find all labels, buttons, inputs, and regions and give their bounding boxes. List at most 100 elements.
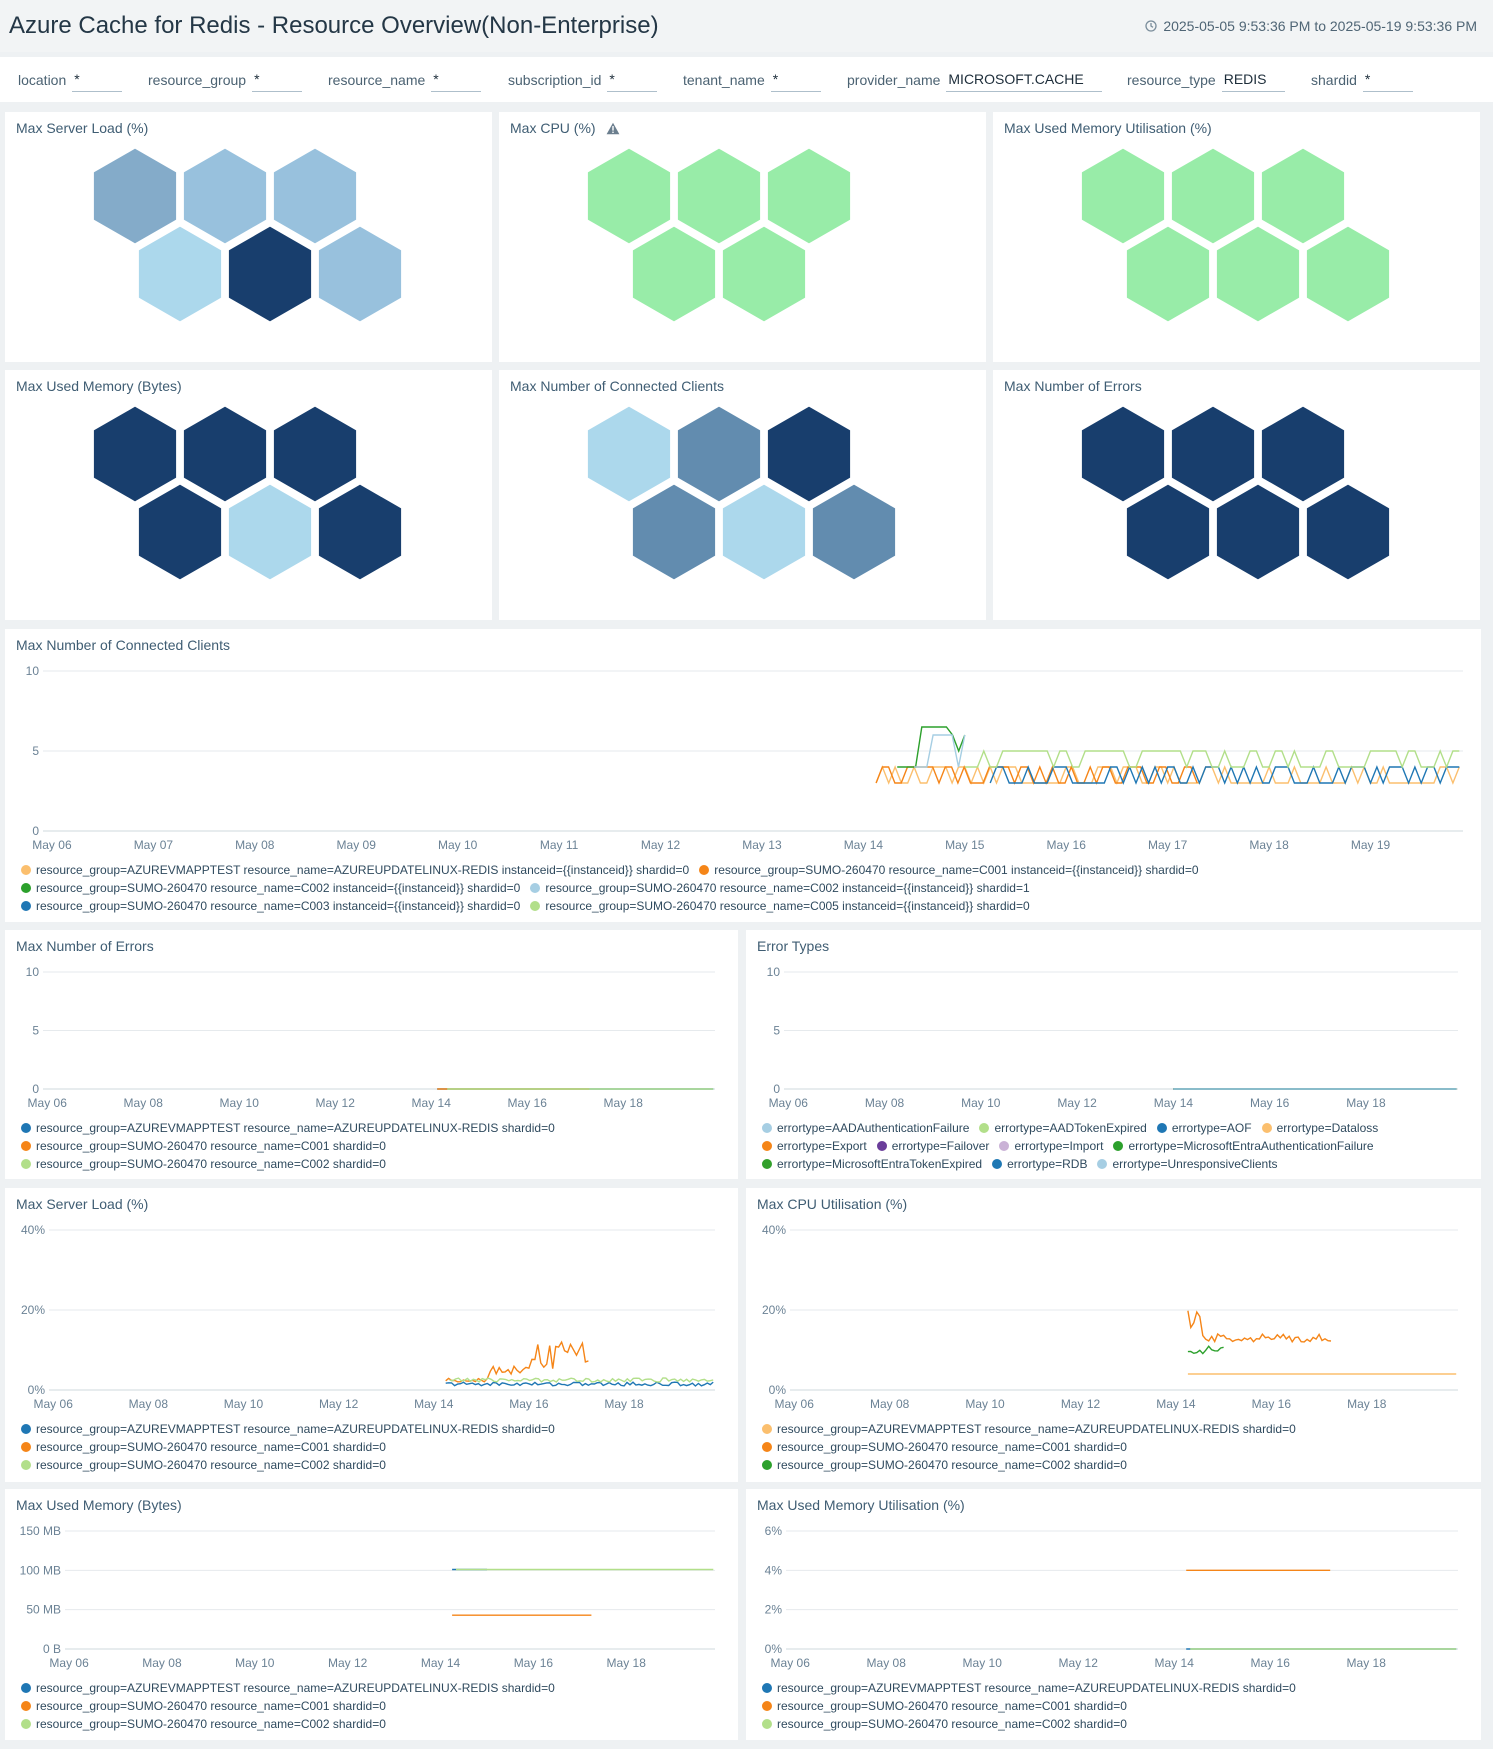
filter-resource-group[interactable]: resource_group *: [148, 57, 303, 102]
legend-item[interactable]: resource_group=SUMO-260470 resource_name…: [21, 1456, 386, 1474]
honeycomb-cell[interactable]: [719, 481, 809, 583]
filter-value-input[interactable]: *: [72, 68, 123, 92]
legend-item[interactable]: resource_group=AZUREVMAPPTEST resource_n…: [762, 1679, 1296, 1697]
honeycomb-cell[interactable]: [135, 223, 225, 325]
series-line-resource-group-sumo-260470-resource-name-c001-instanceid-instanceid-shardid-0[interactable]: [875, 765, 1198, 785]
legend-item[interactable]: resource_group=SUMO-260470 resource_name…: [21, 1137, 386, 1155]
series-line-resource-group-sumo-260470-resource-name-c002-shardid-0[interactable]: [449, 1377, 714, 1383]
legend-item[interactable]: resource_group=AZUREVMAPPTEST resource_n…: [21, 861, 689, 879]
honeycomb-cell[interactable]: [629, 223, 719, 325]
honeycomb-cell[interactable]: [315, 223, 405, 325]
series-line-resource-group-sumo-260470-resource-name-c003-instanceid-instanceid-shardid-0[interactable]: [989, 765, 1460, 785]
legend-item[interactable]: resource_group=SUMO-260470 resource_name…: [762, 1697, 1127, 1715]
honeycomb-cell[interactable]: [135, 481, 225, 583]
legend-item[interactable]: resource_group=AZUREVMAPPTEST resource_n…: [21, 1420, 555, 1438]
legend-item[interactable]: errortype=MicrosoftEntraTokenExpired: [762, 1155, 982, 1173]
legend-label: errortype=UnresponsiveClients: [1112, 1157, 1278, 1171]
honeycomb-cell[interactable]: [1213, 223, 1303, 325]
legend-label: errortype=AADAuthenticationFailure: [777, 1121, 970, 1135]
legend-item[interactable]: errortype=MicrosoftEntraAuthenticationFa…: [1113, 1137, 1374, 1155]
series-line-resource-group-sumo-260470-resource-name-c002-shardid-0[interactable]: [1187, 1345, 1224, 1355]
filter-location[interactable]: location *: [18, 57, 123, 102]
honeycomb-cell[interactable]: [1078, 403, 1168, 505]
legend-item[interactable]: resource_group=AZUREVMAPPTEST resource_n…: [21, 1679, 555, 1697]
legend-item[interactable]: resource_group=AZUREVMAPPTEST resource_n…: [762, 1420, 1296, 1438]
filter-subscription-id[interactable]: subscription_id *: [508, 57, 658, 102]
honeycomb-cell[interactable]: [180, 145, 270, 247]
honeycomb-cell[interactable]: [1168, 145, 1258, 247]
series-line-resource-group-sumo-260470-resource-name-c001-shardid-0[interactable]: [1187, 1310, 1332, 1344]
honeycomb-cell[interactable]: [719, 223, 809, 325]
honeycomb-cell[interactable]: [1303, 481, 1393, 583]
legend-item[interactable]: errortype=Dataloss: [1261, 1119, 1378, 1137]
filter-value-input[interactable]: *: [607, 68, 658, 92]
honeycomb-cell[interactable]: [764, 403, 854, 505]
filter-shardid[interactable]: shardid *: [1311, 57, 1413, 102]
honeycomb-cell[interactable]: [674, 145, 764, 247]
honeycomb-cell[interactable]: [584, 403, 674, 505]
filter-value-input[interactable]: *: [431, 68, 482, 92]
honeycomb-cell[interactable]: [629, 481, 719, 583]
legend-item[interactable]: resource_group=SUMO-260470 resource_name…: [21, 1697, 386, 1715]
honeycomb-cell[interactable]: [674, 403, 764, 505]
legend-item[interactable]: errortype=AADTokenExpired: [979, 1119, 1147, 1137]
series-line-resource-group-sumo-260470-resource-name-c005-instanceid-instanceid-shardid-0[interactable]: [964, 749, 1460, 769]
honeycomb-cell[interactable]: [315, 481, 405, 583]
legend-item[interactable]: resource_group=SUMO-260470 resource_name…: [762, 1438, 1127, 1456]
honeycomb-cell[interactable]: [180, 403, 270, 505]
filter-provider-name[interactable]: provider_name MICROSOFT.CACHE: [847, 57, 1102, 102]
legend-item[interactable]: errortype=AOF: [1156, 1119, 1252, 1137]
honeycomb-cell[interactable]: [270, 403, 360, 505]
legend-item[interactable]: resource_group=SUMO-260470 resource_name…: [762, 1456, 1127, 1474]
filter-value-input[interactable]: *: [770, 68, 821, 92]
series-line-resource-group-sumo-260470-resource-name-c001-shardid-0[interactable]: [445, 1340, 589, 1383]
warning-icon[interactable]: [606, 122, 620, 135]
honeycomb-cell[interactable]: [1123, 481, 1213, 583]
filter-value-input[interactable]: REDIS: [1221, 68, 1285, 92]
honeycomb-cell[interactable]: [764, 145, 854, 247]
honeycomb-cell[interactable]: [270, 145, 360, 247]
honeycomb-chart: [90, 145, 405, 325]
legend-item[interactable]: resource_group=SUMO-260470 resource_name…: [21, 1155, 386, 1173]
honeycomb-cell[interactable]: [1123, 223, 1213, 325]
honeycomb-cell[interactable]: [90, 145, 180, 247]
legend-item[interactable]: resource_group=SUMO-260470 resource_name…: [21, 1438, 386, 1456]
filter-tenant-name[interactable]: tenant_name *: [683, 57, 821, 102]
legend-item[interactable]: resource_group=SUMO-260470 resource_name…: [21, 879, 520, 897]
legend-item[interactable]: resource_group=SUMO-260470 resource_name…: [762, 1715, 1127, 1733]
honeycomb-cell[interactable]: [225, 481, 315, 583]
legend-item[interactable]: resource_group=SUMO-260470 resource_name…: [530, 897, 1030, 915]
legend-item[interactable]: resource_group=SUMO-260470 resource_name…: [699, 861, 1199, 879]
honeycomb-cell[interactable]: [1168, 403, 1258, 505]
honeycomb-cell[interactable]: [1258, 403, 1348, 505]
honeycomb-cell[interactable]: [809, 481, 899, 583]
legend-item[interactable]: errortype=Export: [762, 1137, 867, 1155]
legend-item[interactable]: errortype=RDB: [992, 1155, 1087, 1173]
legend-item[interactable]: errortype=AADAuthenticationFailure: [762, 1119, 969, 1137]
honeycomb-cell[interactable]: [225, 223, 315, 325]
honeycomb-cell[interactable]: [1213, 481, 1303, 583]
series-line-resource-group-sumo-260470-resource-name-c002-instanceid-instanceid-shardid-0[interactable]: [897, 726, 966, 768]
filter-resource-name[interactable]: resource_name *: [328, 57, 482, 102]
legend-item[interactable]: errortype=Import: [999, 1137, 1103, 1155]
series-line-resource-group-sumo-260470-resource-name-c002-instanceid-instanceid-shardid-1[interactable]: [914, 734, 966, 768]
legend-item[interactable]: errortype=Failover: [876, 1137, 989, 1155]
honeycomb-cell[interactable]: [1078, 145, 1168, 247]
legend-item[interactable]: resource_group=SUMO-260470 resource_name…: [21, 1715, 386, 1733]
filter-resource-type[interactable]: resource_type REDIS: [1127, 57, 1285, 102]
x-tick-label: May 18: [604, 1397, 644, 1411]
honeycomb-cell[interactable]: [90, 403, 180, 505]
legend-item[interactable]: errortype=UnresponsiveClients: [1097, 1155, 1278, 1173]
filter-value-input[interactable]: *: [1362, 68, 1413, 92]
honeycomb-cell[interactable]: [584, 145, 674, 247]
series-line-resource-group-azurevmapptest-resource-name-azureupdatelinux-redis-instanceid-instanceid-shardid-0[interactable]: [875, 765, 1460, 785]
time-range-picker[interactable]: 2025-05-05 9:53:36 PM to 2025-05-19 9:53…: [1145, 18, 1477, 34]
series-line-resource-group-azurevmapptest-resource-name-azureupdatelinux-redis-shardid-0[interactable]: [445, 1381, 714, 1387]
honeycomb-cell[interactable]: [1303, 223, 1393, 325]
legend-item[interactable]: resource_group=AZUREVMAPPTEST resource_n…: [21, 1119, 555, 1137]
legend-item[interactable]: resource_group=SUMO-260470 resource_name…: [21, 897, 520, 915]
filter-value-input[interactable]: *: [252, 68, 303, 92]
honeycomb-cell[interactable]: [1258, 145, 1348, 247]
legend-item[interactable]: resource_group=SUMO-260470 resource_name…: [530, 879, 1030, 897]
filter-value-input[interactable]: MICROSOFT.CACHE: [946, 68, 1102, 92]
